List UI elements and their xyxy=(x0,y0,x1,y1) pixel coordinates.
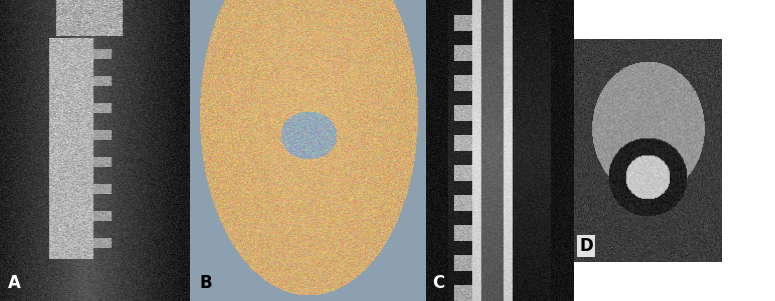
Text: D: D xyxy=(580,237,593,255)
Text: A: A xyxy=(8,274,20,292)
Text: B: B xyxy=(199,274,212,292)
Text: C: C xyxy=(432,274,444,292)
